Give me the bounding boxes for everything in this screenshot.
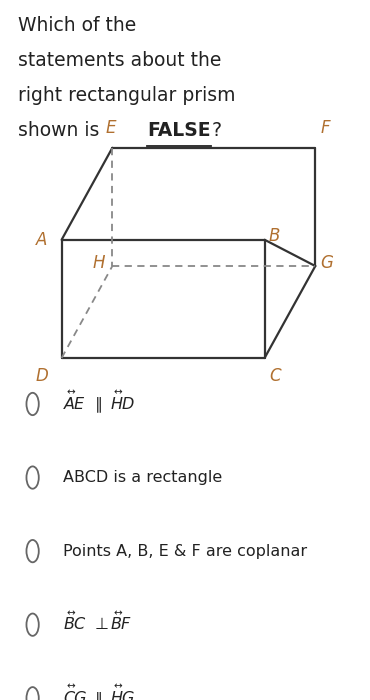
Text: ∥: ∥ [95,691,102,700]
Text: D: D [35,368,48,386]
Text: G: G [320,254,333,272]
Text: F: F [321,119,330,137]
Text: HG: HG [111,691,135,700]
Text: Points A, B, E & F are coplanar: Points A, B, E & F are coplanar [63,544,307,559]
Text: right rectangular prism: right rectangular prism [18,86,236,105]
Text: H: H [92,254,105,272]
Text: BC: BC [63,617,85,632]
Text: shown is: shown is [18,121,105,140]
Text: CG: CG [63,691,87,700]
Text: AE: AE [63,397,85,412]
Text: FALSE: FALSE [147,121,210,140]
Text: ↔: ↔ [114,682,122,692]
Text: ↔: ↔ [114,387,122,398]
Text: Which of the: Which of the [18,16,137,36]
Text: HD: HD [111,397,135,412]
Text: BF: BF [111,617,131,632]
Text: ↔: ↔ [66,387,75,398]
Text: ABCD is a rectangle: ABCD is a rectangle [63,470,223,485]
Text: ⊥: ⊥ [95,617,109,632]
Text: ↔: ↔ [114,608,122,618]
Text: A: A [36,231,47,248]
Text: ?: ? [211,121,221,140]
Text: statements about the: statements about the [18,51,222,70]
Text: E: E [105,119,116,137]
Text: ∥: ∥ [95,397,102,412]
Text: ↔: ↔ [66,682,75,692]
Text: B: B [269,228,280,246]
Text: C: C [269,368,280,386]
Text: ↔: ↔ [66,608,75,618]
